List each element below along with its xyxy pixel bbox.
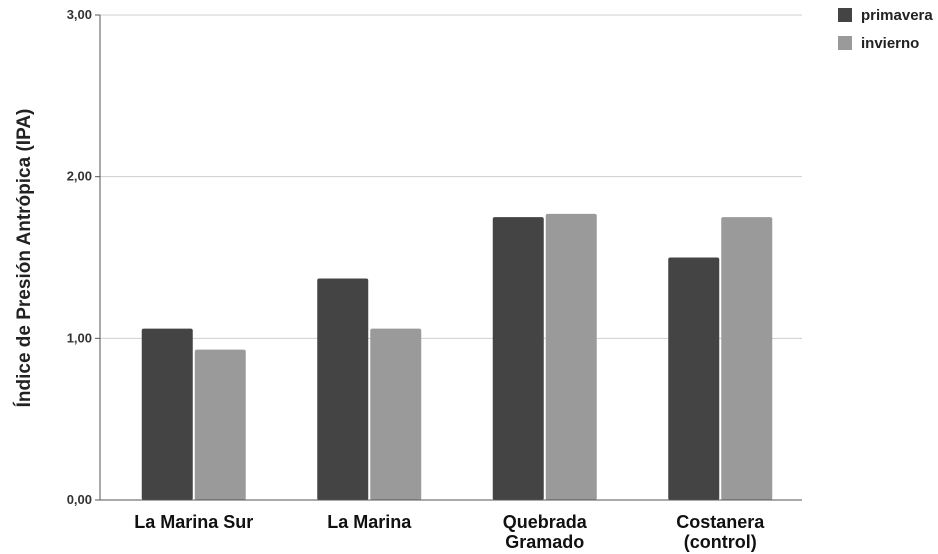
bar-invierno — [194, 349, 246, 500]
bar-invierno — [721, 217, 773, 501]
bar-primavera — [141, 328, 193, 500]
y-axis-label: Índice de Presión Antrópica (IPA) — [13, 109, 35, 408]
y-tick-label: 2,00 — [67, 169, 92, 184]
y-tick-label: 0,00 — [67, 492, 92, 507]
x-category-label: Quebrada Gramado — [503, 512, 588, 552]
bar-primavera — [668, 257, 720, 500]
axes — [99, 15, 802, 501]
bar-invierno — [370, 328, 422, 500]
bar-primavera — [492, 217, 544, 501]
x-category-label: La Marina Sur — [134, 512, 253, 532]
legend-label: invierno — [861, 35, 919, 52]
legend-swatch — [838, 8, 852, 22]
legend-label: primavera — [861, 7, 933, 24]
y-tick-label: 1,00 — [67, 330, 92, 345]
y-tick-label: 3,00 — [67, 7, 92, 22]
y-axis-ticks: 0,00 1,00 2,00 3,00 — [67, 7, 100, 507]
x-category-label: La Marina — [327, 512, 412, 532]
x-category-label: Costanera (control) — [676, 512, 765, 552]
legend-swatch — [838, 36, 852, 50]
bar-primavera — [317, 278, 369, 500]
x-axis-categories: La Marina Sur La Marina Quebrada Gramado Cos… — [134, 512, 765, 552]
bar-invierno — [545, 213, 597, 500]
bars — [141, 213, 773, 501]
legend: primavera invierno — [838, 7, 933, 52]
